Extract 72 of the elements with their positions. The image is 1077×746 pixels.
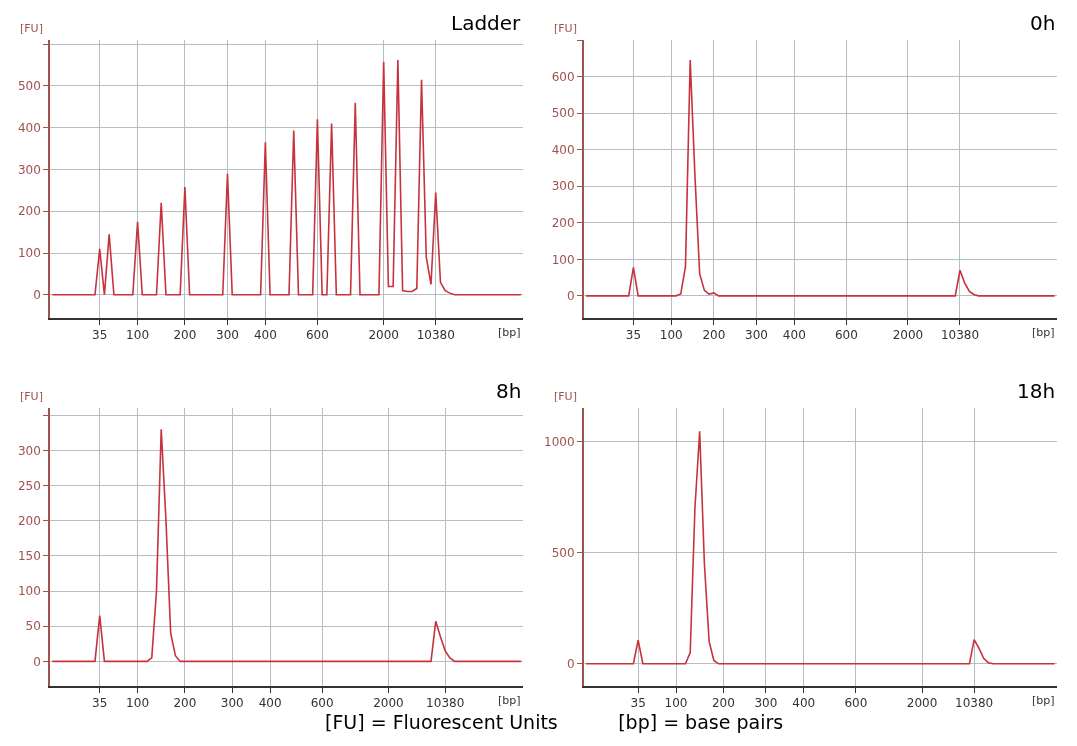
x-tick-label: 600 xyxy=(834,327,858,342)
x-tick-label: 10380 xyxy=(426,696,465,711)
y-tick-label: 250 xyxy=(17,478,41,493)
y-tick-label: 400 xyxy=(17,120,41,135)
text: [FU] = Fluorescent Units [bp] = base pairs xyxy=(325,711,784,733)
y-tick-label: 300 xyxy=(17,443,41,458)
x-tick-label: 300 xyxy=(220,696,244,711)
y-axis-title: [FU] xyxy=(20,390,43,403)
x-axis-title: [bp] xyxy=(498,694,521,707)
y-tick-label: 0 xyxy=(566,289,575,304)
x-tick-label: 400 xyxy=(253,327,277,342)
y-tick-label: 600 xyxy=(551,69,575,84)
x-tick-label: 10380 xyxy=(955,696,994,711)
x-tick-label: 600 xyxy=(844,696,868,711)
y-tick-label: 500 xyxy=(551,545,575,560)
x-tick-label: 200 xyxy=(173,696,197,711)
x-tick-label: 200 xyxy=(173,327,197,342)
y-tick-label: 100 xyxy=(17,584,41,599)
x-tick-label: 2000 xyxy=(906,696,938,711)
y-tick-label: 300 xyxy=(17,162,41,177)
chart-title: Ladder xyxy=(451,11,522,35)
y-tick-label: 150 xyxy=(17,549,41,564)
y-tick-label: 200 xyxy=(551,215,575,230)
x-tick-label: 300 xyxy=(216,327,239,342)
chart-title: 0h xyxy=(1030,11,1056,35)
x-tick-label: 10380 xyxy=(940,327,980,342)
x-tick-label: 35 xyxy=(625,327,642,342)
x-tick-label: 600 xyxy=(310,696,334,711)
x-tick-label: 300 xyxy=(754,696,778,711)
x-tick-label: 100 xyxy=(126,696,150,711)
x-tick-label: 100 xyxy=(659,327,683,342)
x-tick-label: 2000 xyxy=(892,327,924,342)
y-tick-label: 300 xyxy=(551,179,575,194)
y-axis-title: [FU] xyxy=(20,22,43,35)
y-tick-label: 200 xyxy=(17,204,41,219)
y-tick-label: 500 xyxy=(551,106,575,121)
x-tick-label: 400 xyxy=(782,327,806,342)
x-tick-label: 400 xyxy=(258,696,282,711)
line-series xyxy=(585,59,1056,297)
x-tick-label: 35 xyxy=(92,327,108,342)
y-tick-label: 500 xyxy=(17,79,41,94)
line-series xyxy=(585,430,1056,665)
chart-title: 18h xyxy=(1017,379,1056,403)
x-tick-label: 200 xyxy=(702,327,726,342)
x-tick-label: 2000 xyxy=(368,327,399,342)
y-tick-label: 50 xyxy=(25,619,41,634)
y-tick-label: 1000 xyxy=(544,434,575,449)
x-tick-label: 400 xyxy=(792,696,816,711)
y-tick-label: 200 xyxy=(17,513,41,528)
y-tick-label: 400 xyxy=(551,142,575,157)
x-tick-label: 200 xyxy=(711,696,735,711)
line-series xyxy=(51,428,522,663)
y-tick-label: 0 xyxy=(33,654,41,669)
y-tick-label: 100 xyxy=(551,252,575,267)
y-tick-label: 0 xyxy=(33,288,41,303)
y-axis-title: [FU] xyxy=(554,22,577,35)
x-tick-label: 2000 xyxy=(373,696,404,711)
x-axis-title: [bp] xyxy=(1032,694,1055,707)
x-tick-label: 35 xyxy=(630,696,646,711)
x-tick-label: 100 xyxy=(126,327,150,342)
y-axis-title: [FU] xyxy=(554,390,577,403)
x-tick-label: 300 xyxy=(745,327,768,342)
x-tick-label: 600 xyxy=(305,327,329,342)
x-axis-title: [bp] xyxy=(1032,326,1055,339)
line-series xyxy=(51,59,522,296)
x-axis-title: [bp] xyxy=(498,326,521,339)
x-tick-label: 35 xyxy=(92,696,108,711)
x-tick-label: 100 xyxy=(664,696,688,711)
y-tick-label: 100 xyxy=(17,246,41,261)
x-tick-label: 10380 xyxy=(416,327,455,342)
y-tick-label: 0 xyxy=(566,656,575,671)
chart-title: 8h xyxy=(496,379,522,403)
